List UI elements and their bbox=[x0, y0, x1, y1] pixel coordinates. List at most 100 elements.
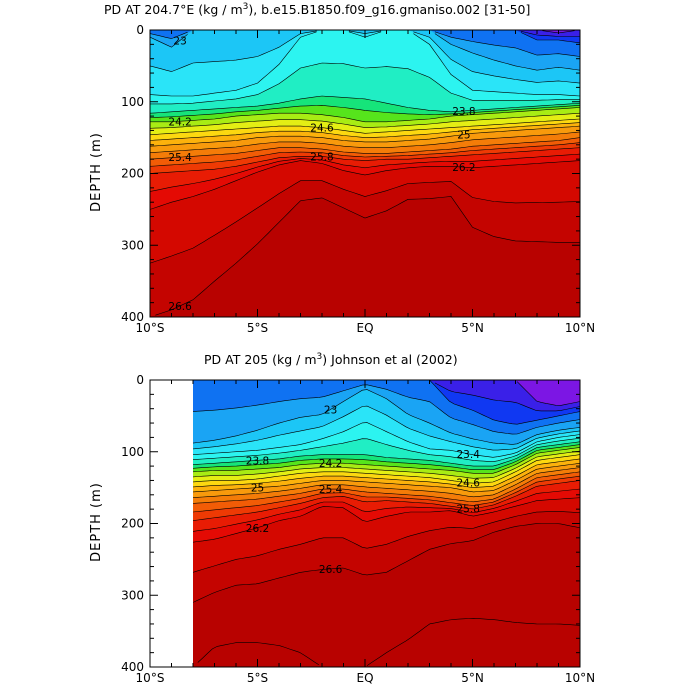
contour-label: 23.8 bbox=[452, 106, 475, 118]
contour-line-25.6 bbox=[193, 475, 580, 513]
x-tick-label: 5°S bbox=[247, 671, 268, 685]
contour-line-26.8 bbox=[197, 617, 580, 666]
x-tick-label: EQ bbox=[356, 321, 373, 335]
top-y-axis-label: DEPTH (m) bbox=[89, 132, 104, 212]
contour-lines bbox=[150, 30, 580, 316]
contour-line-24 bbox=[150, 104, 580, 118]
contour-label: 23 bbox=[173, 35, 186, 47]
contour-line-25.2 bbox=[150, 131, 580, 153]
contour-label: 26.2 bbox=[246, 523, 269, 535]
contour-line-25.4 bbox=[150, 137, 580, 160]
x-tick-label: 10°S bbox=[136, 671, 165, 685]
y-tick-label: 300 bbox=[121, 588, 144, 602]
y-tick-label: 100 bbox=[121, 95, 144, 109]
contour-label: 26.6 bbox=[168, 301, 192, 313]
contour-line-26.4 bbox=[193, 511, 580, 573]
bottom-contour-plot: 23 23.4 23.8 24.2 24.6 25 25.4 25.8 26.2 26.6 bbox=[149, 379, 581, 668]
y-tick-label: 0 bbox=[136, 23, 144, 37]
contour-label: 23.8 bbox=[246, 455, 269, 467]
y-tick-label: 400 bbox=[121, 310, 144, 324]
contour-line-23 bbox=[193, 389, 580, 445]
minor-ticks bbox=[149, 29, 581, 318]
contour-line-23 bbox=[150, 33, 580, 71]
bottom-y-axis-label: DEPTH (m) bbox=[89, 482, 104, 562]
contour-line-24.2 bbox=[193, 447, 580, 474]
contour-line-26.2 bbox=[150, 160, 580, 210]
contour-line-26.4 bbox=[150, 180, 580, 264]
bottom-panel: PD AT 205 (kg / m3) Johnson et al (2002)… bbox=[89, 352, 595, 685]
contour-line-26.6 bbox=[193, 523, 580, 603]
top-y-ticks: 0 100 200 300 400 bbox=[121, 23, 144, 324]
contour-line-25.8 bbox=[193, 480, 580, 521]
contour-line-24.8 bbox=[193, 458, 580, 488]
contour-line-23.6 bbox=[193, 437, 580, 463]
contour-band-26.8 bbox=[193, 618, 580, 667]
top-panel-title: PD AT 204.7°E (kg / m3), b.e15.B1850.f09… bbox=[104, 2, 530, 17]
contour-label: 25.8 bbox=[310, 151, 333, 163]
top-x-ticks: 10°S 5°S EQ 5°N 10°N bbox=[136, 321, 596, 335]
y-tick-label: 0 bbox=[136, 373, 144, 387]
x-tick-label: EQ bbox=[356, 671, 373, 685]
contour-line-22.6 bbox=[520, 32, 580, 44]
contour-label: 25 bbox=[251, 483, 264, 495]
contour-line-24.2 bbox=[150, 107, 580, 123]
contour-label: 25.4 bbox=[168, 152, 192, 164]
contour-line-22.8 bbox=[193, 384, 580, 435]
contour-label: 26.6 bbox=[319, 564, 343, 576]
contour-labels: 23 23.8 24.2 24.6 25 25.4 25.8 26.2 26.6 bbox=[168, 35, 475, 312]
contour-line-23.8 bbox=[150, 95, 580, 114]
contour-band-26.6 bbox=[150, 196, 580, 317]
contour-label: 24.6 bbox=[310, 123, 334, 135]
contour-line-25.4 bbox=[193, 471, 580, 504]
contour-line-23.8 bbox=[193, 441, 580, 467]
contour-line-25.6 bbox=[150, 142, 580, 167]
bottom-y-ticks: 0 100 200 300 400 bbox=[121, 373, 144, 674]
contour-line-24.8 bbox=[150, 122, 580, 141]
x-tick-label: 10°N bbox=[565, 321, 595, 335]
contour-line-23.4 bbox=[193, 422, 580, 458]
contour-label: 26.2 bbox=[452, 162, 475, 174]
bottom-panel-title: PD AT 205 (kg / m3) Johnson et al (2002) bbox=[204, 352, 458, 367]
contour-line-23.2 bbox=[193, 405, 580, 451]
x-tick-label: 5°N bbox=[461, 321, 484, 335]
x-tick-label: 5°N bbox=[461, 671, 484, 685]
y-tick-label: 200 bbox=[121, 167, 144, 181]
x-tick-label: 5°S bbox=[247, 321, 268, 335]
y-tick-label: 400 bbox=[121, 660, 144, 674]
contour-line-24.6 bbox=[193, 454, 580, 484]
top-panel: PD AT 204.7°E (kg / m3), b.e15.B1850.f09… bbox=[89, 2, 595, 335]
contour-line-24 bbox=[193, 444, 580, 470]
contour-label: 24.2 bbox=[168, 116, 191, 128]
contour-line-22.4 bbox=[434, 382, 580, 412]
contour-line-22.4 bbox=[520, 31, 580, 37]
y-tick-label: 300 bbox=[121, 238, 144, 252]
contour-line-25.8 bbox=[150, 147, 580, 174]
x-tick-label: 10°S bbox=[136, 321, 165, 335]
contour-line-22.6 bbox=[429, 380, 580, 425]
contour-lines bbox=[193, 380, 580, 666]
contour-label: 23 bbox=[324, 404, 337, 416]
contour-line-26.6 bbox=[155, 196, 580, 316]
contour-line-22.2 bbox=[516, 381, 580, 406]
contour-label: 25 bbox=[457, 129, 470, 141]
contour-label: 24.2 bbox=[319, 458, 342, 470]
y-tick-label: 200 bbox=[121, 517, 144, 531]
contour-label: 25.8 bbox=[457, 504, 480, 516]
contour-line-25.2 bbox=[193, 467, 580, 498]
bottom-x-ticks: 10°S 5°S EQ 5°N 10°N bbox=[136, 671, 596, 685]
contour-line-24.4 bbox=[193, 450, 580, 479]
contour-line-26 bbox=[150, 153, 580, 192]
contour-line-26 bbox=[193, 488, 580, 532]
contour-label: 23.4 bbox=[457, 449, 481, 461]
contour-line-22.8 bbox=[150, 31, 580, 57]
contour-labels: 23 23.4 23.8 24.2 24.6 25 25.4 25.8 26.2 26.6 bbox=[246, 404, 480, 576]
contour-line-23.6 bbox=[150, 62, 580, 105]
top-contour-plot: 23 23.8 24.2 24.6 25 25.4 25.8 26.2 26.6 bbox=[149, 29, 581, 318]
contour-line-24.6 bbox=[150, 118, 580, 136]
contour-label: 24.6 bbox=[457, 478, 481, 490]
contour-label: 25.4 bbox=[319, 484, 343, 496]
contour-line-26.2 bbox=[193, 497, 580, 543]
contour-line-24.4 bbox=[150, 112, 580, 129]
minor-ticks bbox=[149, 379, 581, 668]
